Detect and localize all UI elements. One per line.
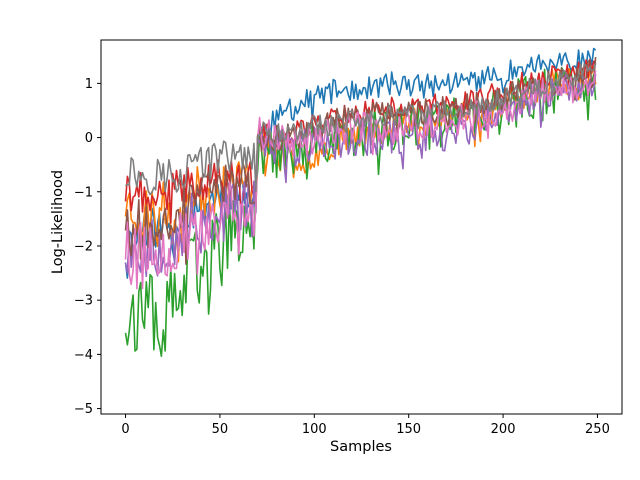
y-tick-label: −2: [74, 239, 93, 254]
series-line-8: [125, 62, 597, 196]
y-axis-label: Log-Likelihood: [50, 170, 66, 274]
ticks-layer: 0 50 100 150 200 250 −5 −4 −3 −2 −1 0 1: [74, 77, 610, 437]
x-tick-label: 0: [121, 422, 129, 437]
x-tick-label: 150: [396, 422, 421, 437]
y-tick-label: −4: [74, 348, 93, 363]
x-tick-label: 50: [212, 422, 229, 437]
x-tick-label: 200: [491, 422, 516, 437]
series-line-7: [124, 70, 597, 290]
plot-frame: [100, 39, 623, 415]
series-layer: [124, 47, 597, 358]
y-tick-label: −3: [74, 294, 93, 309]
y-tick-label: 1: [85, 77, 93, 92]
y-tick-label: 0: [85, 131, 93, 146]
y-tick-label: −5: [74, 402, 93, 417]
x-axis-label: Samples: [330, 439, 392, 455]
x-tick-label: 250: [585, 422, 610, 437]
y-tick-label: −1: [74, 185, 93, 200]
x-tick-label: 100: [302, 422, 327, 437]
